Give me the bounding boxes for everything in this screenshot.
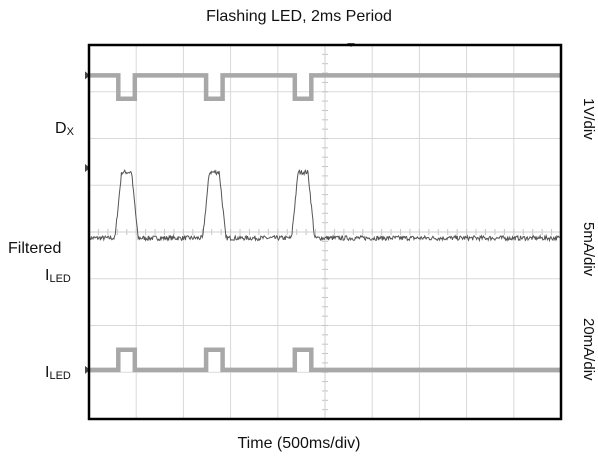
channel-dx-label: DX — [55, 120, 74, 138]
trace-ch2 — [88, 168, 562, 243]
chart-title: Flashing LED, 2ms Period — [206, 8, 392, 25]
channel-filtered-scale: 5mA/div — [580, 222, 597, 277]
trace-ch1 — [89, 73, 561, 102]
channel-dx-scale: 1V/div — [580, 98, 597, 140]
channel-filtered-iled-label: ILED — [45, 267, 71, 285]
channel-level-marker — [85, 163, 90, 172]
trace-ch3 — [89, 347, 561, 373]
grid — [88, 44, 562, 420]
markers — [85, 43, 355, 374]
channel-level-marker — [85, 365, 90, 374]
channel-filtered-prefix-label: Filtered — [8, 240, 62, 257]
x-axis-label: Time (500ms/div) — [237, 435, 361, 452]
channel-iled-label: ILED — [45, 364, 71, 382]
channel-iled-scale: 20mA/div — [580, 318, 597, 381]
traces — [88, 73, 562, 373]
channel-level-marker — [85, 71, 90, 80]
plot-frame — [87, 43, 563, 421]
